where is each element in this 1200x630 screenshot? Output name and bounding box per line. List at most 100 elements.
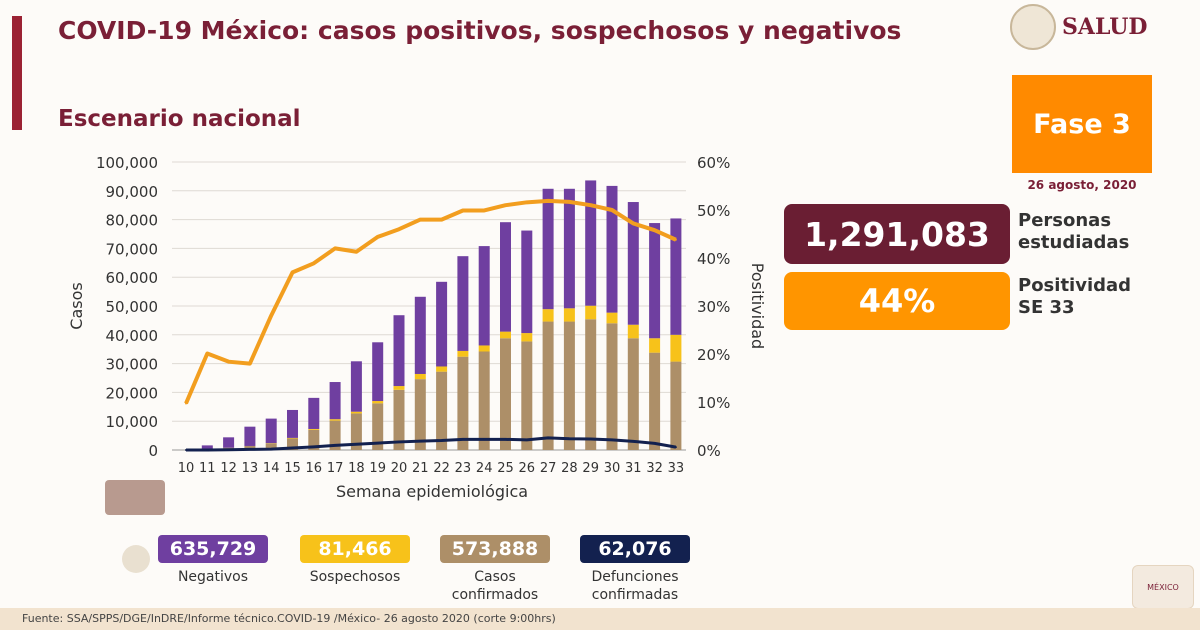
point-defunciones: [483, 438, 486, 441]
point-defunciones: [227, 448, 230, 451]
bar-negativos: [201, 445, 213, 450]
y-tick-label: 30,000: [106, 356, 159, 374]
x-tick-label: 23: [455, 461, 472, 476]
bar-casos-confirmados: [521, 341, 533, 450]
bar-casos-confirmados: [585, 319, 597, 450]
point-defunciones: [525, 438, 528, 441]
label-line: Casos: [474, 569, 516, 585]
point-defunciones: [568, 437, 571, 440]
salud-logo: SALUD: [1010, 4, 1148, 50]
bar-negativos: [436, 281, 448, 367]
point-positividad: [312, 262, 315, 265]
y-tick-label: 40,000: [106, 327, 159, 345]
y-tick-label: 0: [148, 442, 158, 460]
point-positividad: [547, 199, 550, 202]
point-defunciones: [291, 446, 294, 449]
bar-negativos: [521, 230, 533, 334]
point-positividad: [589, 204, 592, 207]
x-tick-label: 18: [348, 461, 365, 476]
bar-sospechosos: [521, 333, 533, 342]
coat-of-arms-icon: [1010, 4, 1056, 50]
y2-tick-label: 30%: [697, 298, 730, 316]
total-0-value: 635,729: [158, 535, 268, 563]
bar-negativos: [244, 426, 256, 446]
label-line: Defunciones: [591, 569, 679, 585]
historic-illustration: [105, 480, 165, 515]
report-date: 26 agosto, 2020: [1027, 178, 1137, 192]
point-positividad: [440, 218, 443, 221]
bar-negativos: [287, 409, 298, 438]
y2-tick-label: 50%: [697, 202, 730, 220]
point-defunciones: [419, 440, 422, 443]
y2-tick-label: 10%: [697, 394, 730, 412]
y-axis-label: Casos: [67, 282, 86, 329]
bar-casos-confirmados: [563, 321, 575, 450]
point-defunciones: [632, 440, 635, 443]
point-defunciones: [355, 443, 358, 446]
x-tick-label: 29: [582, 461, 599, 476]
personas-estudiadas-value: 1,291,083: [784, 204, 1010, 264]
bar-negativos: [393, 315, 405, 387]
bar-negativos: [606, 185, 618, 313]
x-tick-label: 28: [561, 461, 578, 476]
logo-text: SALUD: [1062, 14, 1148, 40]
x-tick-label: 24: [476, 461, 493, 476]
bar-casos-confirmados: [393, 389, 405, 450]
bar-negativos: [265, 418, 277, 444]
point-positividad: [185, 402, 187, 405]
point-defunciones: [461, 438, 464, 441]
point-positividad: [504, 204, 507, 207]
y-tick-label: 60,000: [106, 269, 159, 287]
bar-sospechosos: [414, 373, 426, 380]
bar-sospechosos: [585, 305, 597, 320]
x-tick-label: 20: [391, 461, 408, 476]
x-tick-label: 31: [625, 461, 642, 476]
bar-casos-confirmados: [329, 420, 341, 450]
point-positividad: [568, 200, 571, 203]
bar-casos-confirmados: [649, 352, 661, 450]
bar-casos-confirmados: [372, 403, 384, 450]
point-positividad: [525, 201, 528, 204]
x-tick-label: 22: [433, 461, 450, 476]
bar-casos-confirmados: [436, 371, 448, 450]
seal-icon: [122, 545, 150, 573]
point-positividad: [376, 235, 379, 238]
page-subtitle: Escenario nacional: [58, 106, 301, 132]
bar-sospechosos: [563, 308, 575, 322]
total-2-label: Casos confirmados: [430, 568, 560, 604]
positividad-label: Positividad SE 33: [1018, 275, 1131, 319]
x-tick-label: 33: [668, 461, 685, 476]
bar-negativos: [649, 223, 661, 339]
bar-negativos: [585, 180, 597, 306]
point-positividad: [206, 352, 209, 355]
bar-casos-confirmados: [500, 338, 511, 450]
bar-casos-confirmados: [478, 351, 490, 450]
bar-negativos: [329, 382, 341, 420]
bar-negativos: [670, 218, 682, 335]
bar-casos-confirmados: [308, 429, 320, 450]
total-1-label: Sospechosos: [290, 568, 420, 586]
phase-badge: Fase 3: [1012, 75, 1152, 173]
x-tick-label: 26: [519, 461, 536, 476]
positividad-value: 44%: [784, 272, 1010, 330]
bar-negativos: [627, 202, 639, 325]
point-positividad: [334, 247, 337, 250]
bar-sospechosos: [329, 419, 341, 421]
label-line: Sospechosos: [309, 569, 401, 585]
point-defunciones: [398, 440, 400, 443]
bar-sospechosos: [606, 312, 618, 324]
bar-negativos: [372, 342, 384, 402]
point-defunciones: [547, 436, 550, 439]
label-line: confirmados: [451, 587, 539, 603]
x-tick-label: 12: [220, 461, 237, 476]
point-defunciones: [376, 442, 379, 445]
point-defunciones: [504, 438, 507, 441]
x-tick-label: 14: [263, 461, 280, 476]
x-tick-label: 16: [306, 461, 323, 476]
bar-sospechosos: [350, 411, 362, 414]
point-defunciones: [334, 444, 337, 447]
bar-negativos: [350, 361, 362, 412]
y2-tick-label: 60%: [697, 154, 730, 172]
label-line: Positividad: [1018, 275, 1132, 296]
